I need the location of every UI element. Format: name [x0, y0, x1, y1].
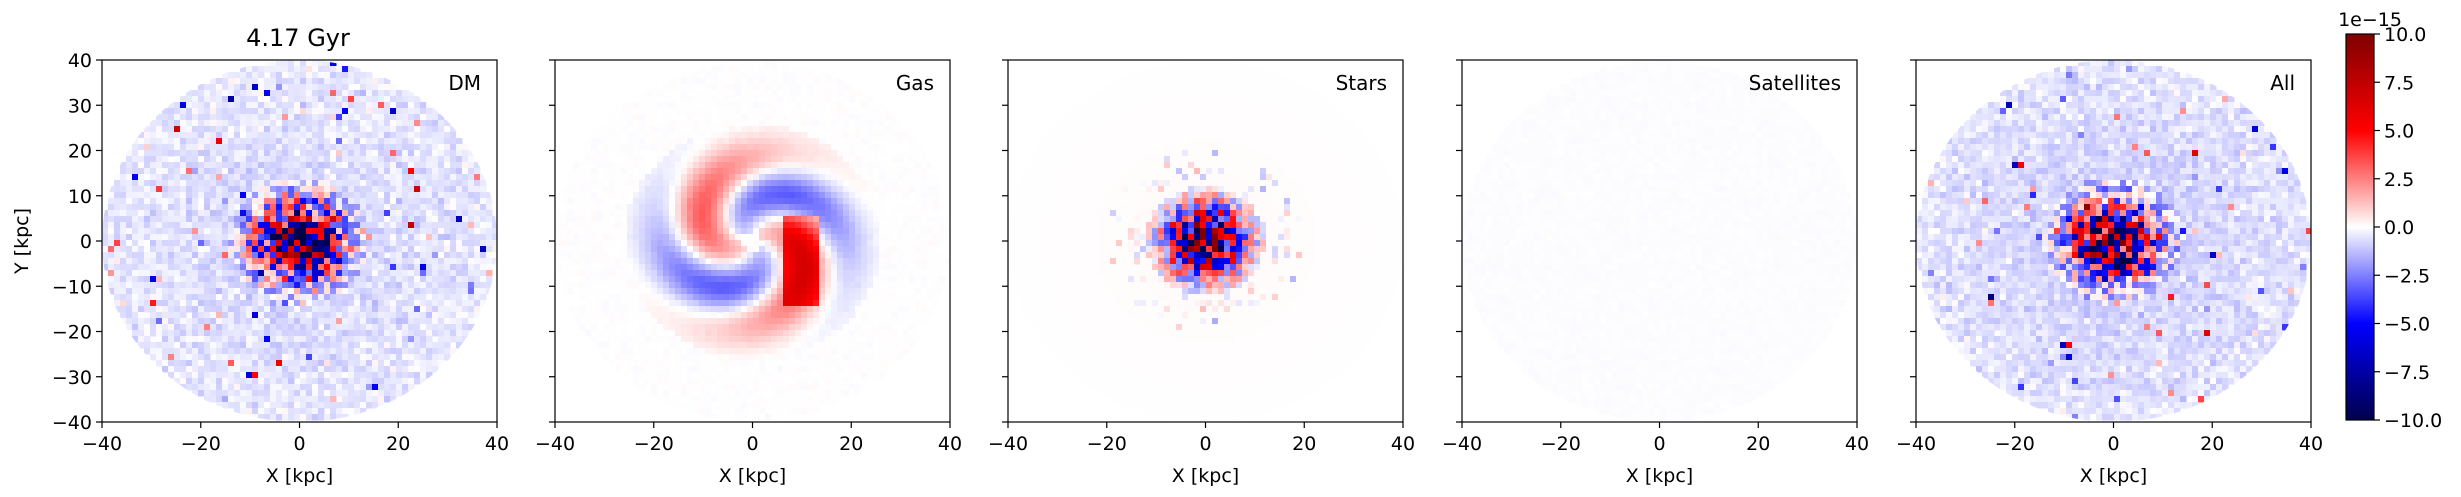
figure-title: 4.17 Gyr — [246, 24, 350, 52]
x-tick-label: −20 — [181, 433, 221, 455]
x-tick-label: 0 — [2107, 433, 2119, 455]
colorbar: 10.0 7.5 5.0 2.5 0.0 −2.5 −5.0 −7.5 −10.0 1e−15 — [2338, 9, 2442, 432]
x-tick-label: 40 — [485, 433, 509, 455]
x-tick-label: −20 — [634, 433, 674, 455]
heatmap-cells — [1916, 60, 2311, 421]
y-tick-label: 10 — [68, 186, 92, 208]
x-tick-label: 40 — [2299, 433, 2323, 455]
x-tick-label: 0 — [1199, 433, 1211, 455]
x-tick-label: −40 — [1442, 433, 1482, 455]
x-tick-label: 40 — [1845, 433, 1869, 455]
x-tick-label: 0 — [1653, 433, 1665, 455]
y-tick-label: −30 — [52, 367, 92, 389]
colorbar-tick-label: −5.0 — [2384, 314, 2430, 336]
heatmap-cells — [1008, 60, 1403, 421]
panel-label: All — [2270, 71, 2295, 95]
panel-all: All −40 −20 0 20 40 X [kpc] — [1896, 59, 2323, 487]
heatmap-cells — [555, 60, 950, 421]
y-tick-label: −40 — [52, 412, 92, 434]
x-tick-label: −40 — [1896, 433, 1936, 455]
colorbar-tick-label: 5.0 — [2384, 121, 2414, 143]
y-tick-label: 40 — [68, 50, 92, 72]
colorbar-tick-label: 7.5 — [2384, 72, 2414, 94]
colorbar-tick-label: 2.5 — [2384, 169, 2414, 191]
x-axis-label: X [kpc] — [266, 465, 333, 487]
colorbar-tick-label: 10.0 — [2384, 24, 2426, 46]
x-tick-label: −40 — [988, 433, 1028, 455]
colorbar-offset-label: 1e−15 — [2338, 9, 2402, 31]
heatmap-cells — [102, 60, 497, 421]
heatmap-cells — [1462, 60, 1857, 421]
x-tick-label: −20 — [1087, 433, 1127, 455]
x-tick-label: −20 — [1995, 433, 2035, 455]
panel-label: Stars — [1336, 71, 1387, 95]
x-tick-label: −20 — [1541, 433, 1581, 455]
panel-label: Gas — [896, 71, 934, 95]
x-tick-label: 40 — [938, 433, 962, 455]
x-tick-label: 20 — [839, 433, 863, 455]
x-tick-label: 40 — [1391, 433, 1415, 455]
panel-satellites: Satellites −40 −20 0 20 40 X [kpc] — [1442, 59, 1869, 487]
panel-gas: Gas −40 −20 0 20 40 X [kpc] — [535, 59, 962, 487]
y-tick-label: 0 — [80, 231, 92, 253]
colorbar-tick-label: 0.0 — [2384, 217, 2414, 239]
y-tick-label: 30 — [68, 95, 92, 117]
x-tick-label: 0 — [293, 433, 305, 455]
colorbar-tick-label: −10.0 — [2384, 410, 2442, 432]
x-axis-label: X [kpc] — [1172, 465, 1239, 487]
colorbar-tick-label: −7.5 — [2384, 362, 2430, 384]
y-tick-label: 20 — [68, 141, 92, 163]
panel-label: Satellites — [1749, 71, 1841, 95]
colorbar-tick-label: −2.5 — [2384, 265, 2430, 287]
y-tick-label: −10 — [52, 276, 92, 298]
panel-stars: Stars −40 −20 0 20 40 X [kpc] — [988, 59, 1415, 487]
x-tick-label: 20 — [2200, 433, 2224, 455]
x-tick-label: 20 — [386, 433, 410, 455]
colorbar-gradient — [2345, 33, 2375, 421]
x-tick-label: 0 — [746, 433, 758, 455]
x-tick-label: −40 — [535, 433, 575, 455]
x-tick-label: −40 — [82, 433, 122, 455]
x-axis-label: X [kpc] — [719, 465, 786, 487]
x-axis-label: X [kpc] — [2080, 465, 2147, 487]
y-axis-label: Y [kpc] — [11, 208, 33, 275]
x-axis-label: X [kpc] — [1626, 465, 1693, 487]
x-tick-label: 20 — [1746, 433, 1770, 455]
x-tick-label: 20 — [1292, 433, 1316, 455]
panel-label: DM — [448, 71, 481, 95]
panel-dm: DM −40 −20 0 20 40 X [kpc] 40 30 20 10 0 −10 −20 −30 −4… — [11, 50, 509, 487]
y-tick-label: −20 — [52, 322, 92, 344]
